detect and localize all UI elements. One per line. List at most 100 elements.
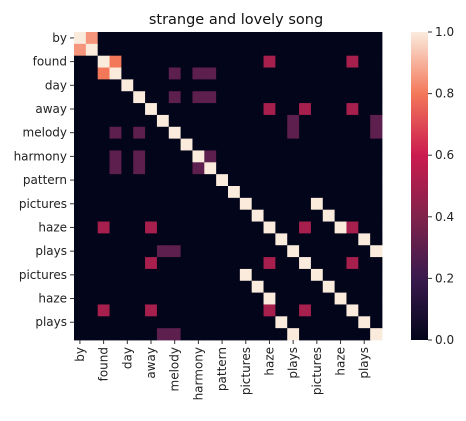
heatmap-cell — [168, 79, 182, 92]
y-tick-label: by — [52, 31, 67, 45]
heatmap-cell — [275, 43, 288, 57]
heatmap-cell — [299, 126, 312, 140]
heatmap-cell — [275, 126, 288, 140]
heatmap-cell — [287, 91, 300, 104]
heatmap-cell — [239, 150, 253, 163]
heatmap-cell — [263, 316, 276, 329]
heatmap-cell — [251, 67, 264, 80]
heatmap-cell — [156, 245, 170, 258]
heatmap-cell — [109, 280, 122, 294]
heatmap-cell — [121, 126, 134, 140]
colorbar-tick-label: 0.2 — [435, 271, 454, 285]
heatmap-cell — [121, 162, 134, 175]
heatmap-cell — [145, 162, 158, 175]
heatmap-cell — [85, 221, 99, 234]
heatmap-cell — [121, 91, 134, 104]
heatmap-cell — [239, 328, 253, 341]
heatmap-cell — [239, 55, 253, 68]
heatmap-cell — [74, 221, 87, 234]
heatmap-cell — [310, 221, 324, 234]
heatmap-cell — [180, 103, 193, 116]
heatmap-cell — [216, 138, 229, 151]
heatmap-cell — [346, 91, 359, 104]
heatmap-cell — [204, 257, 217, 270]
heatmap-cell — [228, 79, 241, 92]
heatmap-cell — [192, 268, 205, 282]
heatmap-cell — [204, 91, 217, 104]
heatmap-cell — [156, 55, 170, 68]
heatmap-cell — [109, 138, 122, 151]
heatmap-cell — [251, 126, 264, 140]
heatmap-cell — [121, 233, 134, 246]
heatmap-cell — [275, 186, 288, 199]
heatmap-cell — [216, 221, 229, 234]
heatmap-cell — [121, 32, 134, 45]
heatmap-cell — [121, 197, 134, 211]
heatmap-cell — [204, 245, 217, 258]
heatmap-cell — [251, 43, 264, 57]
x-tick-label: away — [144, 347, 158, 379]
heatmap-cell — [156, 162, 170, 175]
heatmap-cell — [322, 67, 336, 80]
heatmap-cell — [168, 233, 182, 246]
heatmap-cell — [168, 197, 182, 211]
y-tick-label: plays — [35, 315, 67, 329]
heatmap-cell — [133, 138, 146, 151]
heatmap-cell — [97, 233, 110, 246]
heatmap-cell — [358, 233, 371, 246]
heatmap-cell — [322, 43, 336, 57]
heatmap-cell — [239, 79, 253, 92]
heatmap-cell — [263, 197, 276, 211]
heatmap-cell — [334, 174, 347, 187]
heatmap-cell — [275, 304, 288, 317]
heatmap-cell — [145, 67, 158, 80]
heatmap-cell — [287, 221, 300, 234]
heatmap-cell — [299, 186, 312, 199]
heatmap-cell — [145, 280, 158, 294]
heatmap-cell — [370, 79, 383, 92]
heatmap-cell — [251, 197, 264, 211]
heatmap-cell — [239, 174, 253, 187]
heatmap-cell — [228, 55, 241, 68]
heatmap-cell — [85, 197, 99, 211]
heatmap-cell — [168, 138, 182, 151]
heatmap-cell — [228, 114, 241, 128]
heatmap-cell — [228, 162, 241, 175]
heatmap-cell — [346, 233, 359, 246]
heatmap-cell — [216, 150, 229, 163]
heatmap-cell — [168, 162, 182, 175]
heatmap-cell — [121, 138, 134, 151]
colorbar-tick-label: 0.4 — [435, 210, 454, 224]
heatmap-cell — [168, 67, 182, 80]
heatmap-cell — [85, 257, 99, 270]
heatmap-cell — [346, 292, 359, 305]
heatmap-cell — [370, 91, 383, 104]
heatmap-cell — [121, 280, 134, 294]
heatmap-cell — [180, 186, 193, 199]
heatmap-cell — [216, 328, 229, 341]
heatmap-cell — [133, 67, 146, 80]
heatmap-cell — [180, 245, 193, 258]
heatmap-cell — [346, 280, 359, 294]
heatmap-cell — [346, 174, 359, 187]
heatmap-cell — [251, 316, 264, 329]
heatmap-cell — [251, 280, 264, 294]
heatmap-cell — [192, 316, 205, 329]
heatmap-cell — [85, 114, 99, 128]
heatmap-cell — [358, 55, 371, 68]
heatmap-cell — [263, 103, 276, 116]
heatmap-cell — [239, 280, 253, 294]
heatmap-cell — [263, 268, 276, 282]
heatmap-cell — [263, 245, 276, 258]
heatmap-cell — [275, 233, 288, 246]
heatmap-cell — [275, 138, 288, 151]
heatmap-cell — [310, 114, 324, 128]
heatmap-cell — [156, 328, 170, 341]
heatmap-cell — [192, 174, 205, 187]
heatmap-cell — [228, 186, 241, 199]
heatmap-cell — [192, 233, 205, 246]
heatmap-cell — [180, 32, 193, 45]
heatmap-cell — [133, 32, 146, 45]
heatmap-cell — [180, 91, 193, 104]
heatmap-cell — [97, 55, 110, 68]
